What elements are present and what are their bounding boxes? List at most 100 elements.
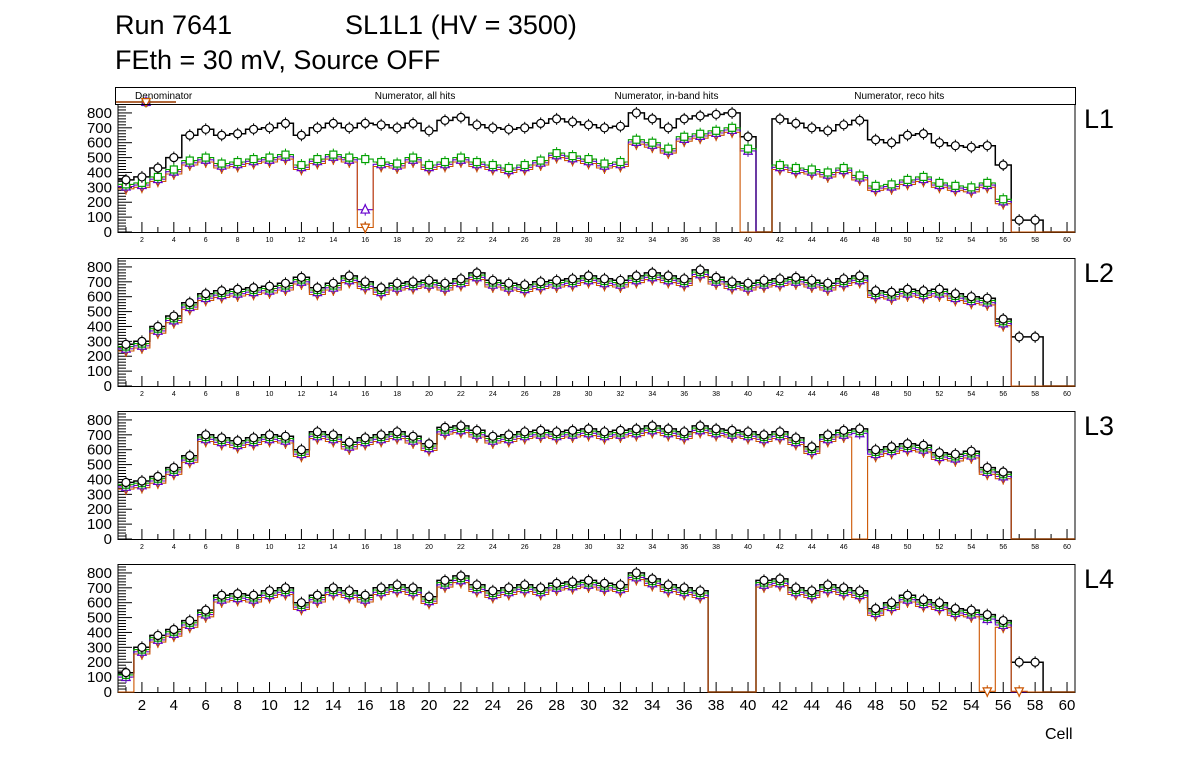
- svg-text:50: 50: [904, 544, 912, 551]
- svg-text:14: 14: [329, 391, 337, 398]
- svg-text:6: 6: [204, 544, 208, 551]
- svg-text:200: 200: [87, 348, 112, 365]
- svg-text:48: 48: [872, 544, 880, 551]
- svg-text:22: 22: [457, 237, 465, 244]
- svg-text:54: 54: [967, 544, 975, 551]
- svg-text:36: 36: [680, 237, 688, 244]
- svg-text:2: 2: [140, 544, 144, 551]
- svg-text:56: 56: [999, 391, 1007, 398]
- svg-text:26: 26: [521, 391, 529, 398]
- svg-text:22: 22: [457, 391, 465, 398]
- svg-text:50: 50: [899, 697, 916, 714]
- svg-text:46: 46: [835, 697, 852, 714]
- svg-text:38: 38: [708, 697, 725, 714]
- svg-text:30: 30: [580, 697, 597, 714]
- panel-label-L2: L2: [1084, 258, 1115, 288]
- svg-text:6: 6: [204, 237, 208, 244]
- svg-text:44: 44: [803, 697, 820, 714]
- svg-text:2: 2: [140, 391, 144, 398]
- svg-text:42: 42: [772, 697, 789, 714]
- svg-text:16: 16: [357, 697, 374, 714]
- svg-text:52: 52: [936, 544, 944, 551]
- svg-text:60: 60: [1059, 697, 1076, 714]
- svg-text:700: 700: [87, 274, 112, 291]
- svg-text:400: 400: [87, 164, 112, 181]
- svg-text:300: 300: [87, 179, 112, 196]
- svg-text:10: 10: [266, 391, 274, 398]
- svg-text:34: 34: [644, 697, 661, 714]
- svg-text:36: 36: [680, 544, 688, 551]
- svg-text:18: 18: [393, 237, 401, 244]
- svg-text:54: 54: [967, 391, 975, 398]
- svg-text:10: 10: [266, 544, 274, 551]
- svg-text:28: 28: [548, 697, 565, 714]
- svg-text:800: 800: [87, 412, 112, 429]
- svg-text:800: 800: [87, 565, 112, 582]
- svg-text:20: 20: [425, 237, 433, 244]
- legend-label: Numerator, all hits: [374, 90, 456, 102]
- svg-text:500: 500: [87, 457, 112, 474]
- svg-text:46: 46: [840, 237, 848, 244]
- svg-text:300: 300: [87, 486, 112, 503]
- svg-text:48: 48: [872, 391, 880, 398]
- legend-label: Denominator: [135, 90, 193, 102]
- svg-text:500: 500: [87, 150, 112, 167]
- svg-text:40: 40: [744, 544, 752, 551]
- svg-text:4: 4: [170, 697, 178, 714]
- svg-text:10: 10: [266, 237, 274, 244]
- svg-text:200: 200: [87, 501, 112, 518]
- svg-text:52: 52: [931, 697, 948, 714]
- svg-text:200: 200: [87, 194, 112, 211]
- svg-text:600: 600: [87, 442, 112, 459]
- svg-text:58: 58: [1031, 237, 1039, 244]
- svg-text:30: 30: [585, 237, 593, 244]
- svg-text:26: 26: [521, 544, 529, 551]
- svg-text:54: 54: [963, 697, 980, 714]
- svg-text:26: 26: [521, 237, 529, 244]
- svg-text:600: 600: [87, 595, 112, 612]
- svg-text:24: 24: [489, 391, 497, 398]
- svg-text:44: 44: [808, 391, 816, 398]
- svg-text:32: 32: [617, 544, 625, 551]
- svg-text:34: 34: [648, 544, 656, 551]
- svg-text:60: 60: [1063, 391, 1071, 398]
- svg-text:32: 32: [617, 391, 625, 398]
- svg-text:16: 16: [361, 391, 369, 398]
- svg-text:32: 32: [617, 237, 625, 244]
- svg-text:8: 8: [236, 544, 240, 551]
- svg-text:12: 12: [298, 544, 306, 551]
- svg-text:18: 18: [393, 544, 401, 551]
- svg-text:300: 300: [87, 639, 112, 656]
- run-title: Run 7641: [115, 10, 233, 40]
- svg-text:42: 42: [776, 237, 784, 244]
- svg-text:400: 400: [87, 318, 112, 335]
- panel-label-L3: L3: [1084, 411, 1115, 441]
- svg-text:32: 32: [612, 697, 629, 714]
- svg-text:100: 100: [87, 669, 112, 686]
- svg-text:28: 28: [553, 544, 561, 551]
- legend-label: Numerator, reco hits: [854, 90, 945, 102]
- legend: Denominator Numerator, all hits Numerato…: [115, 87, 1076, 108]
- threshold-subtitle: FEth = 30 mV, Source OFF: [115, 45, 441, 75]
- legend-item-reco-hits: Numerator, reco hits: [116, 88, 1075, 108]
- svg-text:22: 22: [457, 544, 465, 551]
- svg-text:50: 50: [904, 237, 912, 244]
- svg-text:20: 20: [421, 697, 438, 714]
- svg-text:46: 46: [840, 391, 848, 398]
- svg-text:20: 20: [425, 391, 433, 398]
- svg-text:14: 14: [325, 697, 342, 714]
- svg-text:50: 50: [904, 391, 912, 398]
- svg-text:54: 54: [967, 237, 975, 244]
- svg-text:300: 300: [87, 333, 112, 350]
- svg-text:38: 38: [712, 391, 720, 398]
- svg-text:28: 28: [553, 391, 561, 398]
- svg-text:800: 800: [87, 105, 112, 122]
- svg-text:30: 30: [585, 391, 593, 398]
- svg-text:22: 22: [453, 697, 470, 714]
- panel-label-L4: L4: [1084, 564, 1115, 594]
